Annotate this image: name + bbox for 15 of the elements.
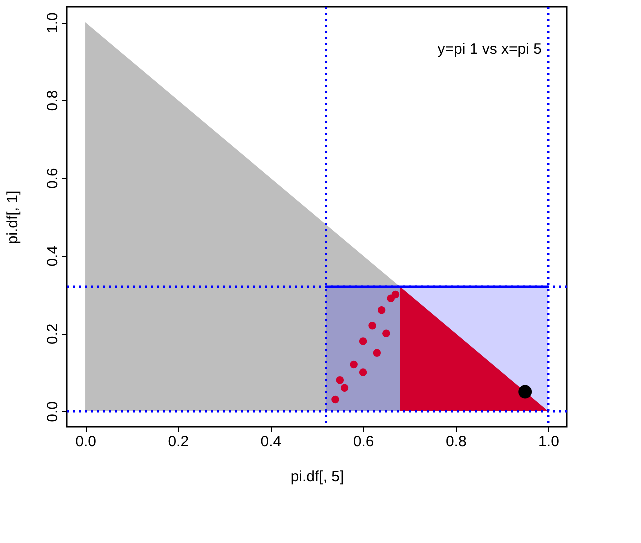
y-tick-label: 0.8: [44, 90, 62, 112]
x-tick-label: 0.8: [446, 434, 467, 450]
x-tick-label: 1.0: [538, 434, 560, 450]
y-tick-label: 0.0: [44, 402, 62, 422]
y-tick-label: 1.0: [44, 12, 62, 34]
y-tick-label: 0.4: [44, 246, 62, 267]
x-tick-label: 0.2: [168, 434, 190, 450]
x-tick-label: 0.6: [353, 434, 374, 450]
x-axis-title: pi.df[, 5]: [290, 468, 344, 486]
y-tick-label: 0.6: [44, 168, 62, 190]
x-tick-label: 0.0: [76, 434, 96, 450]
y-axis-title: pi.df[, 1]: [4, 190, 22, 244]
y-tick-label: 0.2: [44, 324, 62, 345]
annotation: y=pi 1 vs x=pi 5: [438, 41, 542, 58]
x-tick-label: 0.4: [260, 434, 282, 450]
